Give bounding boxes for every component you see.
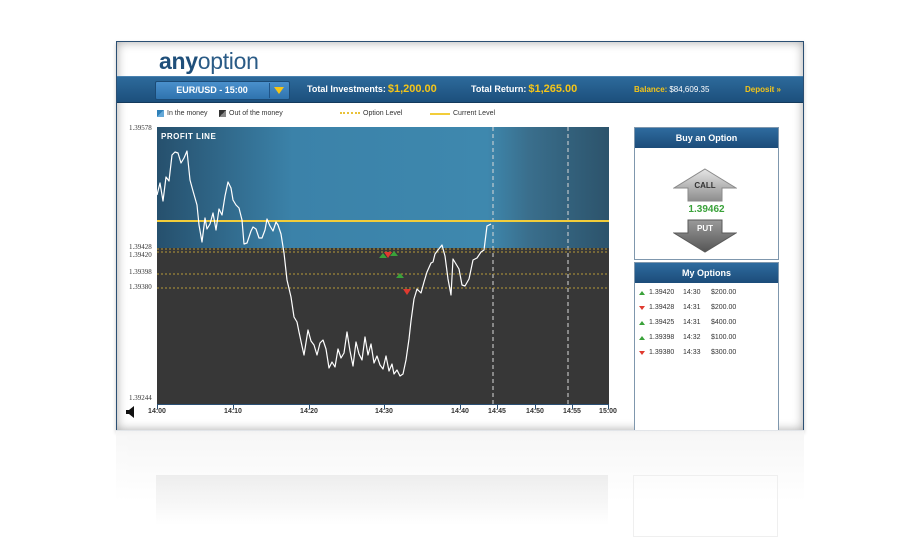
option-row[interactable]: 1.39428 14:31 $200.00	[639, 304, 774, 316]
call-arrow-icon	[639, 291, 645, 295]
my-options-panel: My Options 1.39420 14:30 $200.00 1.39428…	[634, 262, 779, 430]
call-arrow-icon	[639, 336, 645, 340]
x-axis	[157, 404, 609, 405]
x-label: 14:45	[488, 408, 506, 415]
buy-option-title: Buy an Option	[635, 128, 778, 148]
legend-in-the-money: In the money	[157, 110, 207, 117]
arrow-down-icon	[672, 219, 738, 253]
call-arrow-icon	[639, 321, 645, 325]
asset-expiry-dropdown[interactable]: EUR/USD - 15:00	[155, 81, 290, 100]
window-reflection	[116, 430, 804, 537]
total-investments: Total Investments: $1,200.00	[307, 83, 437, 95]
price-chart-svg	[157, 127, 609, 404]
call-button[interactable]: CALL	[672, 168, 738, 202]
put-arrow-icon	[639, 351, 645, 355]
option-row[interactable]: 1.39425 14:31 $400.00	[639, 319, 774, 331]
x-label: 14:30	[375, 408, 393, 415]
y-label: 1.39244	[129, 394, 152, 402]
my-options-title: My Options	[635, 263, 778, 283]
y-label: 1.39428	[129, 243, 152, 251]
put-button[interactable]: PUT	[672, 219, 738, 253]
current-level-value: 1.39462	[688, 204, 725, 215]
profit-line-chart[interactable]: PROFIT LINE	[157, 127, 609, 404]
anyoption-logo: anyoption	[159, 48, 259, 74]
x-label: 14:50	[526, 408, 544, 415]
chevron-down-icon	[274, 87, 284, 94]
x-label: 14:55	[563, 408, 581, 415]
in-the-money-zone	[157, 127, 609, 248]
x-label: 15:00	[599, 408, 617, 415]
put-arrow-icon	[639, 306, 645, 310]
trading-window: anyoption EUR/USD - 15:00 Total Investme…	[116, 41, 804, 431]
option-row[interactable]: 1.39420 14:30 $200.00	[639, 289, 774, 301]
y-label: 1.39420	[129, 251, 152, 259]
chart-title: PROFIT LINE	[161, 132, 217, 141]
legend-out-of-the-money: Out of the money	[219, 110, 283, 117]
x-label: 14:10	[224, 408, 242, 415]
x-label: 14:20	[300, 408, 318, 415]
deposit-link[interactable]: Deposit »	[745, 85, 782, 94]
y-label: 1.39398	[129, 268, 152, 276]
asset-expiry-value: EUR/USD - 15:00	[176, 85, 248, 95]
speaker-icon[interactable]	[125, 406, 137, 418]
y-label: 1.39380	[129, 283, 152, 291]
y-label: 1.39578	[129, 124, 152, 132]
x-label: 14:00	[148, 408, 166, 415]
buy-option-panel: Buy an Option CALL 1.39462 PUT	[634, 127, 779, 260]
option-row[interactable]: 1.39380 14:33 $300.00	[639, 349, 774, 361]
x-label: 14:40	[451, 408, 469, 415]
option-row[interactable]: 1.39398 14:32 $100.00	[639, 334, 774, 346]
legend-option-level: Option Level	[340, 110, 402, 117]
top-bar: EUR/USD - 15:00 Total Investments: $1,200…	[117, 76, 803, 103]
legend-current-level: Current Level	[430, 110, 495, 117]
arrow-up-icon	[672, 168, 738, 202]
balance: Balance: $84,609.35	[634, 85, 710, 94]
total-return: Total Return: $1,265.00	[471, 83, 578, 95]
